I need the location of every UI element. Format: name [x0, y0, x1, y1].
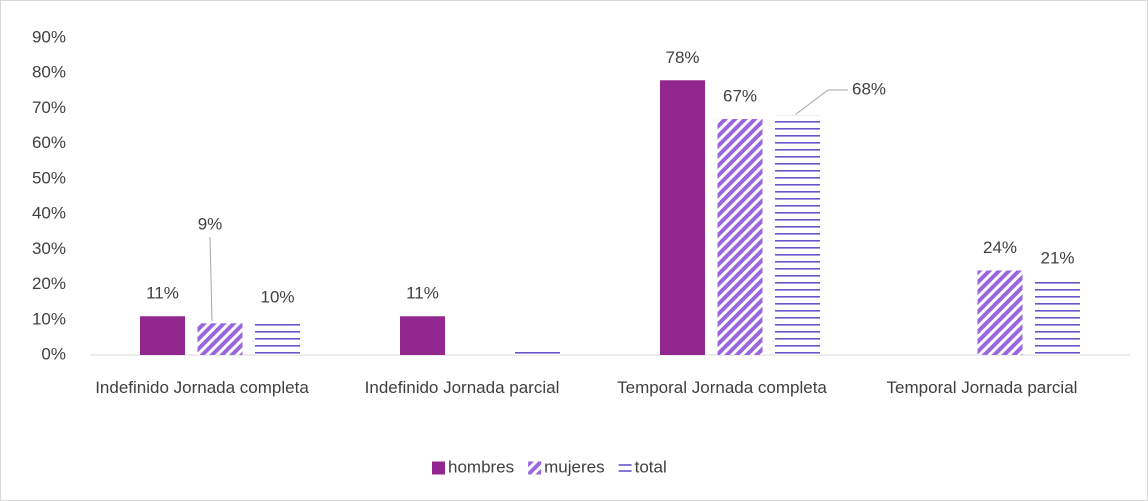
- x-tick-label: Indefinido Jornada parcial: [364, 378, 560, 397]
- bar: [660, 80, 705, 356]
- bar: [977, 270, 1023, 355]
- y-tick-label: 60%: [32, 133, 66, 152]
- legend-label: hombres: [448, 457, 514, 476]
- bar: [717, 119, 763, 355]
- y-tick-label: 70%: [32, 98, 66, 117]
- bar: [1035, 281, 1080, 355]
- legend-label: mujeres: [544, 457, 604, 476]
- x-tick-label: Indefinido Jornada completa: [95, 378, 309, 397]
- y-tick-label: 80%: [32, 63, 66, 82]
- data-label: 24%: [983, 238, 1017, 257]
- y-tick-label: 50%: [32, 168, 66, 187]
- legend-label: total: [635, 457, 667, 476]
- legend-swatch: [528, 461, 542, 475]
- data-label: 11%: [406, 284, 439, 303]
- y-tick-label: 90%: [32, 27, 66, 46]
- data-label: 10%: [260, 287, 294, 306]
- data-label: 68%: [852, 79, 886, 98]
- y-tick-label: 30%: [32, 239, 66, 258]
- legend-swatch: [432, 461, 445, 475]
- y-tick-label: 40%: [32, 204, 66, 223]
- y-tick-label: 0%: [41, 344, 66, 363]
- y-tick-label: 10%: [32, 309, 66, 328]
- x-tick-label: Temporal Jornada parcial: [886, 378, 1078, 397]
- data-label: 11%: [146, 284, 179, 303]
- data-label: 9%: [198, 214, 223, 233]
- data-label: 67%: [723, 86, 757, 105]
- data-label: 78%: [665, 48, 699, 67]
- bar: [197, 323, 243, 355]
- bar: [140, 316, 185, 355]
- leader-line: [209, 236, 213, 322]
- data-label: 21%: [1040, 249, 1074, 268]
- bar: [400, 316, 445, 355]
- bar: [775, 115, 820, 355]
- y-tick-label: 20%: [32, 274, 66, 293]
- bar: [255, 319, 300, 355]
- x-tick-label: Temporal Jornada completa: [617, 378, 827, 397]
- leader-line: [795, 89, 848, 115]
- bar: [515, 351, 560, 355]
